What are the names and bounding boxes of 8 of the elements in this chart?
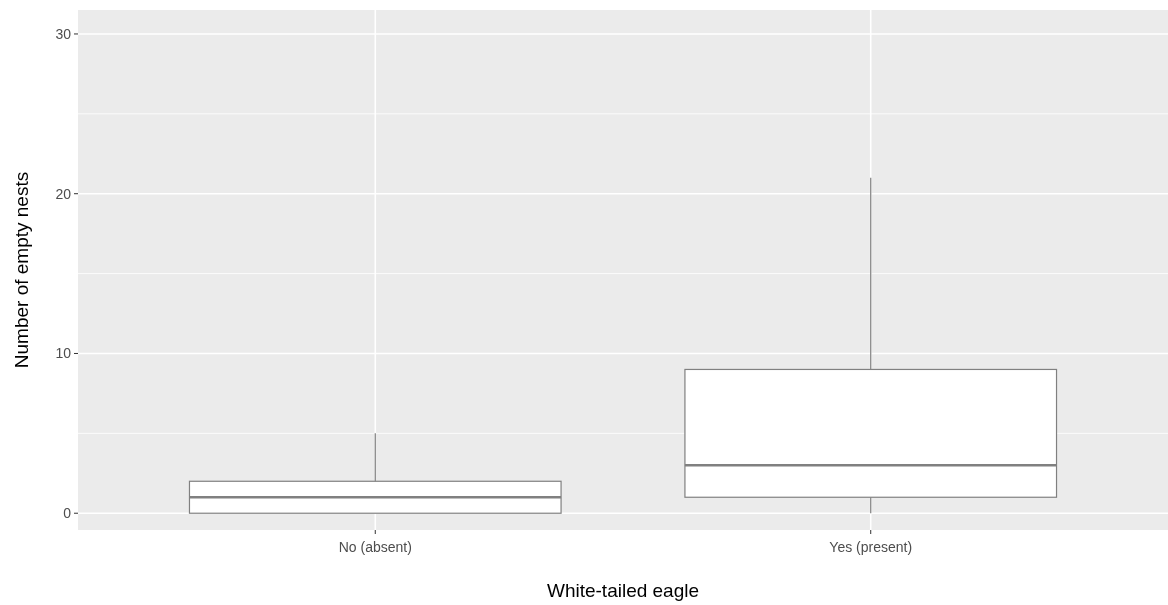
y-tick-label: 30 [55, 25, 72, 42]
y-tick-label: 0 [63, 505, 72, 522]
x-axis-title: White-tailed eagle [546, 580, 700, 601]
x-tick-label: Yes (present) [829, 539, 913, 555]
x-tick-label: No (absent) [338, 539, 412, 555]
y-tick-label: 10 [55, 345, 72, 362]
y-tick-label: 20 [55, 185, 72, 202]
y-axis-title: Number of empty nests [11, 171, 32, 369]
